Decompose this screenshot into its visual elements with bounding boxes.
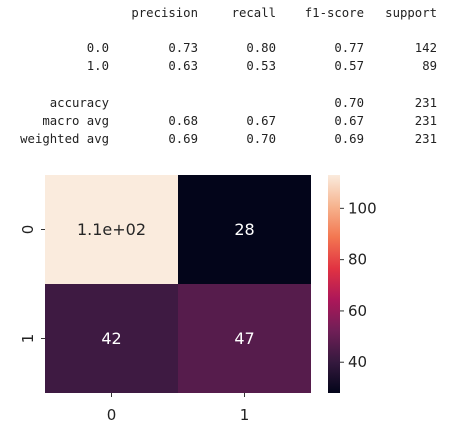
row-f1-score: 0.77	[334, 41, 364, 55]
colorbar-tick-label: 80	[348, 251, 367, 269]
header-f1-score: f1-score	[304, 6, 364, 20]
colorbar	[328, 175, 340, 393]
row-precision: 0.63	[168, 59, 198, 73]
heatmap-cell	[45, 284, 178, 393]
cell-annotation: 1.1e+02	[77, 220, 146, 239]
row-label: 0.0	[86, 41, 109, 55]
summary-label: weighted avg	[20, 132, 109, 146]
row-f1-score: 0.57	[334, 59, 364, 73]
row-support: 142	[414, 41, 437, 55]
y-tick-label: 1	[19, 334, 37, 344]
summary-f1-score: 0.70	[334, 96, 364, 110]
summary-precision: 0.69	[168, 132, 198, 146]
x-tick-label: 1	[240, 406, 250, 422]
header-recall: recall	[231, 6, 276, 20]
header-precision: precision	[131, 6, 198, 20]
summary-f1-score: 0.67	[334, 114, 364, 128]
cell-annotation: 28	[234, 220, 254, 239]
row-label: 1.0	[86, 59, 109, 73]
heatmap-annotations: 1.1e+02 28 42 47	[77, 220, 255, 348]
y-axis-ticks: 01	[19, 225, 45, 344]
y-tick-label: 0	[19, 225, 37, 235]
colorbar-tick-label: 60	[348, 302, 367, 320]
heatmap-cell	[178, 284, 311, 393]
summary-support: 231	[414, 96, 437, 110]
summary-recall: 0.70	[246, 132, 276, 146]
x-tick-label: 0	[107, 406, 117, 422]
summary-support: 231	[414, 132, 437, 146]
summary-support: 231	[414, 114, 437, 128]
colorbar-tick-label: 40	[348, 353, 367, 371]
heatmap-cell	[45, 175, 178, 284]
summary-label: accuracy	[49, 96, 109, 110]
row-support: 89	[422, 59, 437, 73]
summary-recall: 0.67	[246, 114, 276, 128]
colorbar-ticks: 40 60 80 100	[340, 199, 377, 371]
summary-f1-score: 0.69	[334, 132, 364, 146]
row-recall: 0.53	[246, 59, 276, 73]
cell-annotation: 47	[234, 329, 254, 348]
heatmap-cells	[45, 175, 311, 393]
header-support: support	[385, 6, 437, 20]
colorbar-tick-label: 100	[348, 199, 377, 217]
summary-label: macro avg	[42, 114, 109, 128]
row-recall: 0.80	[246, 41, 276, 55]
heatmap-cell	[178, 175, 311, 284]
summary-precision: 0.68	[168, 114, 198, 128]
row-precision: 0.73	[168, 41, 198, 55]
cell-annotation: 42	[101, 329, 121, 348]
